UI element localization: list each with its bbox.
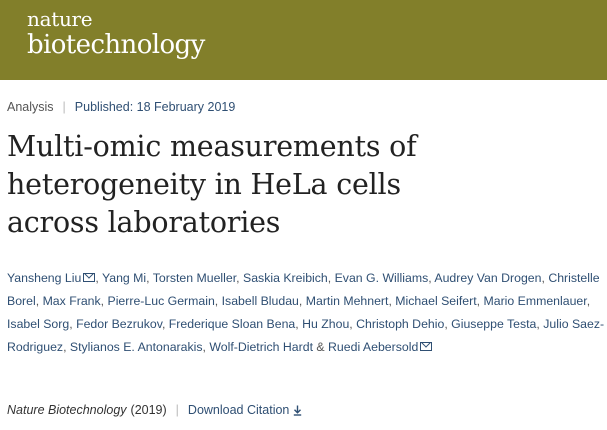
logo-line-nature: nature bbox=[27, 7, 93, 31]
author-separator: , bbox=[202, 340, 210, 354]
author-link[interactable]: Mario Emmenlauer bbox=[483, 294, 587, 308]
author-link[interactable]: Pierre-Luc Germain bbox=[107, 294, 215, 308]
article-type: Analysis bbox=[7, 100, 54, 114]
author-separator: , bbox=[536, 317, 544, 331]
author-link[interactable]: Audrey Van Drogen bbox=[434, 271, 542, 285]
author-separator: , bbox=[349, 317, 357, 331]
author-separator: , bbox=[214, 294, 222, 308]
author-link[interactable]: Christoph Dehio bbox=[356, 317, 445, 331]
logo-line-biotechnology: biotechnology bbox=[27, 30, 205, 60]
author-separator: , bbox=[586, 294, 591, 308]
author-link[interactable]: Christelle Borel bbox=[7, 271, 600, 308]
meta-separator: | bbox=[62, 100, 66, 114]
journal-logo-link[interactable]: nature biotechnology bbox=[27, 8, 205, 60]
author-link[interactable]: Giuseppe Testa bbox=[451, 317, 537, 331]
author-separator: , bbox=[444, 317, 452, 331]
citation-separator: | bbox=[175, 403, 179, 417]
article-title: Multi-omic measurements of heterogeneity… bbox=[7, 130, 417, 239]
author-separator: , bbox=[327, 271, 335, 285]
author-separator: , bbox=[69, 317, 77, 331]
author-separator: , bbox=[100, 294, 108, 308]
author-separator: , bbox=[35, 294, 43, 308]
author-link[interactable]: Michael Seifert bbox=[395, 294, 477, 308]
author-separator: , bbox=[95, 271, 102, 285]
author-separator: , bbox=[236, 271, 243, 285]
author-link[interactable]: Yang Mi bbox=[101, 271, 147, 285]
author-separator: , bbox=[298, 294, 306, 308]
author-list: Yansheng Liu, Yang Mi, Torsten Mueller, … bbox=[7, 267, 605, 359]
author-separator: , bbox=[295, 317, 303, 331]
author-separator: , bbox=[428, 271, 435, 285]
journal-masthead: nature biotechnology bbox=[0, 0, 607, 80]
citation-line: Nature Biotechnology (2019) | Download C… bbox=[7, 403, 302, 417]
published-date: Published: 18 February 2019 bbox=[74, 100, 236, 114]
author-link[interactable]: Hu Zhou bbox=[302, 317, 350, 331]
author-link[interactable]: Yansheng Liu bbox=[7, 271, 82, 285]
author-link[interactable]: Isabell Bludau bbox=[221, 294, 299, 308]
author-separator: , bbox=[476, 294, 484, 308]
citation-year: (2019) bbox=[130, 403, 167, 417]
download-icon bbox=[294, 405, 302, 416]
citation-journal: Nature Biotechnology bbox=[7, 403, 127, 417]
author-link[interactable]: Torsten Mueller bbox=[152, 271, 237, 285]
author-link[interactable]: Ruedi Aebersold bbox=[328, 340, 419, 354]
download-citation-label: Download Citation bbox=[187, 403, 290, 417]
author-link[interactable]: Isabel Sorg bbox=[7, 317, 70, 331]
email-icon[interactable] bbox=[83, 273, 96, 282]
author-link[interactable]: Julio Saez-Rodriguez bbox=[7, 317, 605, 354]
author-separator: , bbox=[541, 271, 549, 285]
author-link[interactable]: Saskia Kreibich bbox=[243, 271, 328, 285]
author-link[interactable]: Frederique Sloan Bena bbox=[168, 317, 296, 331]
author-link[interactable]: Evan G. Williams bbox=[334, 271, 429, 285]
author-link[interactable]: Max Frank bbox=[42, 294, 101, 308]
author-link[interactable]: Stylianos E. Antonarakis bbox=[69, 340, 203, 354]
author-separator: , bbox=[63, 340, 70, 354]
author-link[interactable]: Wolf-Dietrich Hardt bbox=[209, 340, 313, 354]
author-separator: & bbox=[313, 340, 329, 354]
author-separator: , bbox=[146, 271, 153, 285]
article-meta: Analysis | Published: 18 February 2019 bbox=[7, 100, 235, 114]
author-link[interactable]: Martin Mehnert bbox=[305, 294, 389, 308]
author-link[interactable]: Fedor Bezrukov bbox=[76, 317, 162, 331]
author-separator: , bbox=[161, 317, 169, 331]
author-separator: , bbox=[388, 294, 396, 308]
email-icon[interactable] bbox=[420, 342, 433, 351]
download-citation-link[interactable]: Download Citation bbox=[188, 403, 302, 417]
